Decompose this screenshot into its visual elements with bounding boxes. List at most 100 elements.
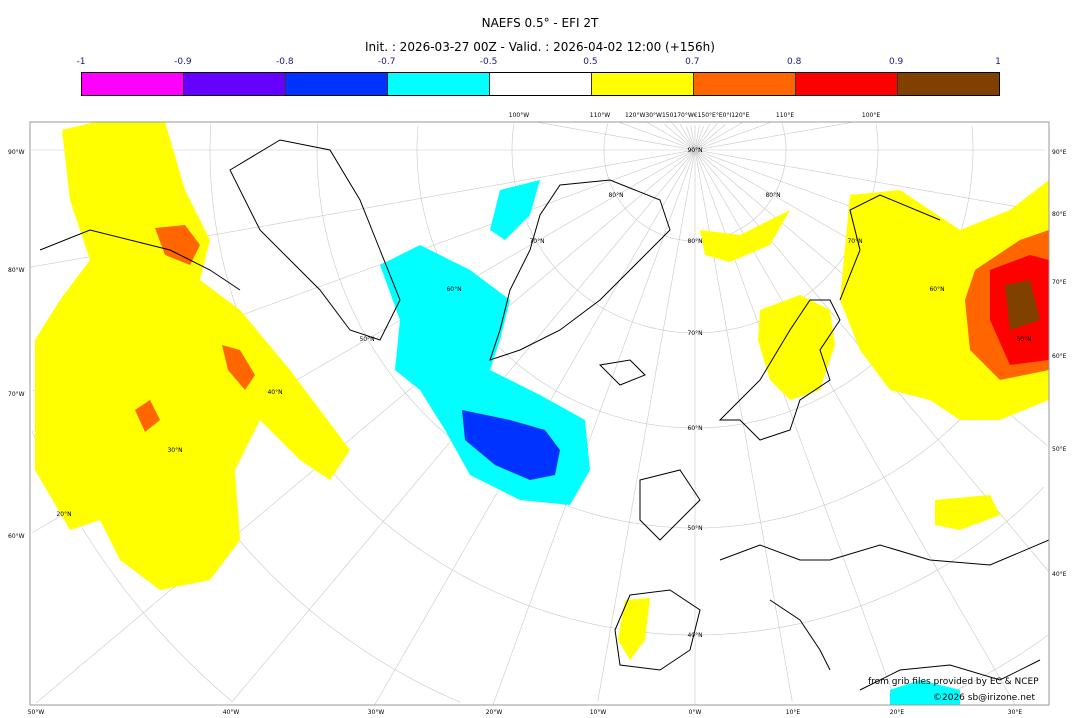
meridian-line [679,123,696,151]
colorbar-swatch [592,73,694,95]
warm-region-scandinavia [758,295,835,400]
meridian-line [694,123,718,151]
meridian-line [686,126,696,151]
graticule-label: 20°N [56,511,71,518]
graticule-label: 80°N [608,192,623,199]
cold-region-mediterranean [890,680,960,705]
graticule-label: 80°E [1052,211,1067,218]
map-subtitle: Init. : 2026-03-27 00Z - Valid. : 2026-0… [365,40,715,54]
graticule-label: 70°W [8,391,25,398]
colorbar-tick: -0.8 [275,57,294,67]
orange-spot [222,345,255,390]
graticule-label: 60°N [687,425,702,432]
meridian-line [694,126,704,151]
colorbar-swatch [286,73,388,95]
graticule-label: 60°E [1052,353,1067,360]
graticule-label: 50°W [28,709,45,716]
graticule-label: 60°N [929,286,944,293]
map-title: NAEFS 0.5° - EFI 2T [481,16,599,30]
meridian-line [694,124,726,151]
colorbar-tick: -0.5 [479,57,498,67]
meridian-line [694,122,771,151]
graticule-label: 10°W [590,709,607,716]
graticule-label: 110°E [776,112,794,119]
graticule-label: 30°W [368,709,385,716]
graticule-label: 70°E [1052,279,1067,286]
graticule-label: 40°N [687,632,702,639]
meridian-line [492,149,696,705]
colorbar-swatch [796,73,898,95]
graticule-label: 50°E [1052,446,1067,453]
graticule-label: 40°N [267,389,282,396]
cold-core-atlantic [462,410,560,480]
graticule-label: 100°E [862,112,880,119]
colorbar-tick: 1 [995,57,1001,67]
graticule-label: 90°E [1052,149,1067,156]
warm-region-russia-south [935,495,1000,530]
latitude-circle [209,124,696,636]
graticule-label: 80°N [765,192,780,199]
colorbar-swatch [490,73,592,95]
meridian-line [694,149,1045,212]
graticule-label: 10°E [786,709,801,716]
meridian-line [694,123,711,151]
meridian-line [694,122,743,151]
warm-region-iberia [618,598,650,660]
orange-spot [155,225,200,265]
copyright: ©2026 sb@irizone.net [933,693,1035,703]
meridian-line [36,149,696,704]
graticule-label: 70°N [687,330,702,337]
meridian-line [694,122,853,151]
meridian-line [690,125,696,151]
colorbar-swatch [82,73,184,95]
colorbar-tick: -0.7 [377,57,396,67]
warm-region-north-america [35,122,350,590]
colorbar-swatch [898,73,999,95]
graticule-label: 40°W [223,709,240,716]
colorbar-swatch [184,73,286,95]
graticule-label: 30°N [167,447,182,454]
colorbar-tick: 0.8 [787,57,802,67]
latitude-circle [695,124,879,334]
colorbar-tick: 0.7 [685,57,700,67]
graticule-label: 80°W [8,267,25,274]
orange-spot [135,400,160,432]
graticule-label: 90°N [687,147,702,154]
cold-region-atlantic [380,245,590,505]
meridian-line [537,122,696,151]
cold-patch-greenland [490,180,540,240]
graticule-label: 70°N [847,238,862,245]
coastlines [39,139,1049,691]
meridian-line [672,123,696,151]
graticule-label: 80°N [687,238,702,245]
source-credit: from grib files provided by EC & NCEP [868,677,1039,687]
graticule-label: 30°E [1008,709,1023,716]
colorbar-tick: -1 [76,57,86,67]
latitude-circle [603,123,695,242]
brown-region-russia [1005,280,1040,330]
colorbar-swatch [694,73,796,95]
meridian-line [647,122,696,151]
latitude-circle [316,123,696,529]
colorbar-tick: -0.9 [174,57,192,67]
meridian-line [619,122,696,151]
warm-region-arctic [700,210,790,262]
graticule-label: 60°W [8,533,25,540]
colorbar [81,72,1000,96]
graticule-label: 50°N [1016,336,1031,343]
meridian-line [694,125,700,151]
graticule-label: 50°N [687,525,702,532]
graticule-label: 110°W [590,112,610,119]
colorbar-tick: 0.9 [888,57,904,67]
meridian-line [664,124,696,151]
graticule-label: 60°N [446,286,461,293]
graticule-label: 20°E [890,709,905,716]
graticule-label: 90°W [8,149,25,156]
graticule-label: 0°W [689,709,702,716]
graticule-label: 40°E [1052,571,1067,578]
graticule-label: 100°W [509,112,529,119]
efi-regions [35,122,1049,705]
meridian-line [597,149,696,702]
graticule-label: 50°N [359,336,374,343]
